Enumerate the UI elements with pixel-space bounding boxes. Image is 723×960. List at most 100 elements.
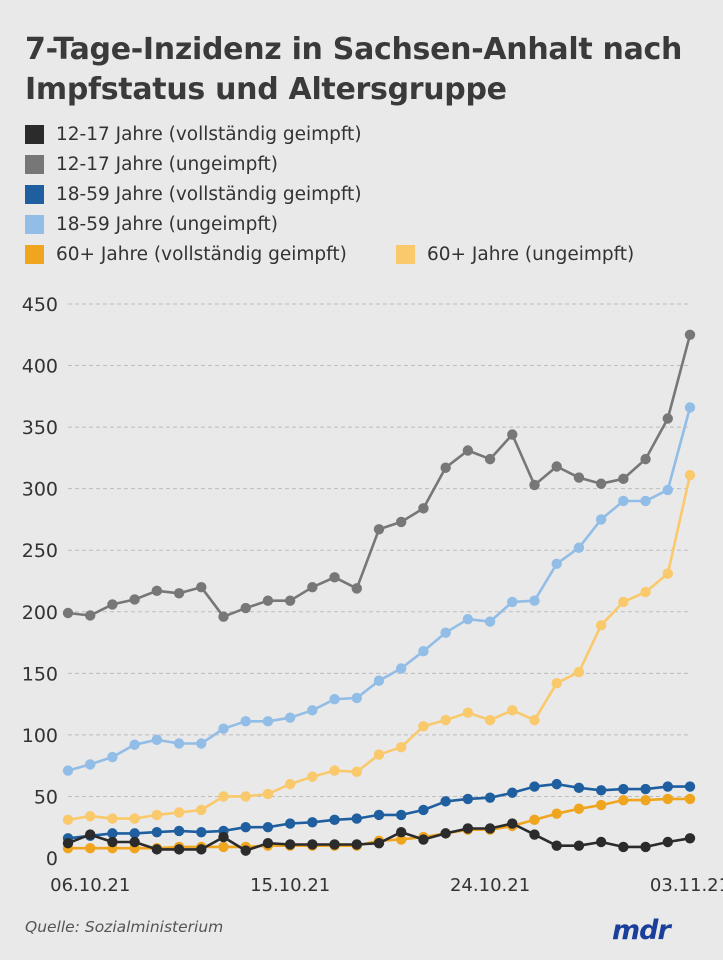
data-point: [329, 765, 340, 776]
data-point: [440, 714, 451, 726]
data-point: [129, 813, 140, 824]
legend-item: 12-17 Jahre (vollständig geimpft): [25, 124, 362, 145]
x-tick-label: 03.11.21: [650, 875, 723, 896]
data-point: [484, 823, 496, 834]
data-point: [284, 778, 296, 790]
data-point: [262, 822, 274, 833]
data-point: [551, 808, 562, 819]
data-point: [595, 478, 607, 489]
data-point: [351, 692, 362, 704]
data-point: [529, 479, 540, 491]
data-point: [595, 785, 607, 796]
data-point: [196, 581, 207, 593]
data-point: [662, 484, 673, 496]
data-point: [218, 611, 229, 622]
data-point: [129, 836, 140, 848]
data-point: [351, 813, 362, 824]
data-point: [218, 723, 229, 734]
data-point: [240, 791, 251, 802]
data-point: [573, 666, 585, 678]
data-point: [62, 765, 74, 776]
data-point: [418, 503, 429, 514]
data-point: [662, 793, 673, 805]
data-point: [484, 792, 496, 803]
data-point: [218, 831, 229, 843]
data-point: [307, 817, 318, 828]
data-point: [640, 495, 651, 507]
data-point: [618, 794, 629, 806]
data-point: [62, 607, 74, 619]
data-point: [618, 841, 629, 853]
series-3: [62, 402, 696, 776]
data-point: [484, 714, 496, 726]
data-point: [684, 781, 696, 792]
data-point: [529, 595, 540, 606]
data-point: [173, 844, 185, 855]
data-point: [595, 836, 607, 848]
data-point: [640, 841, 651, 853]
data-point: [329, 839, 340, 850]
data-point: [196, 844, 207, 855]
y-tick-label: 150: [22, 663, 58, 685]
data-point: [618, 596, 629, 608]
data-point: [618, 783, 629, 795]
data-point: [462, 445, 474, 456]
data-point: [351, 839, 362, 850]
data-point: [240, 602, 251, 614]
data-point: [684, 793, 696, 805]
legend-label: 12-17 Jahre (vollständig geimpft): [56, 124, 362, 145]
data-point: [107, 836, 118, 848]
data-point: [151, 844, 163, 855]
data-point: [240, 716, 251, 727]
data-point: [129, 739, 140, 750]
legend-swatch: [396, 245, 415, 264]
gridlines: [68, 303, 690, 797]
data-point: [418, 834, 429, 845]
data-point: [107, 813, 118, 824]
data-point: [507, 705, 518, 716]
data-point: [85, 810, 96, 822]
data-point: [662, 836, 673, 848]
legend-item: 60+ Jahre (vollständig geimpft): [25, 244, 347, 265]
data-point: [684, 469, 696, 481]
data-point: [662, 568, 673, 579]
data-point: [307, 581, 318, 593]
data-point: [151, 734, 163, 746]
legend-label: 12-17 Jahre (ungeimpft): [56, 154, 278, 175]
data-point: [173, 807, 185, 818]
data-point: [373, 524, 385, 535]
y-tick-label: 250: [22, 540, 58, 562]
data-point: [196, 804, 207, 816]
data-point: [284, 595, 296, 606]
data-point: [640, 453, 651, 465]
data-point: [329, 693, 340, 705]
data-point: [262, 838, 274, 849]
data-point: [507, 787, 518, 798]
series-line: [66, 333, 692, 619]
data-point: [396, 826, 407, 838]
data-point: [218, 791, 229, 802]
data-point: [484, 616, 496, 627]
data-point: [462, 613, 474, 625]
data-point: [284, 818, 296, 829]
data-point: [440, 828, 451, 839]
data-point: [618, 473, 629, 485]
data-point: [129, 828, 140, 839]
data-point: [329, 572, 340, 583]
legend-swatch: [25, 155, 44, 174]
legend-label: 18-59 Jahre (vollständig geimpft): [56, 184, 362, 205]
y-axis: 0 50 100 150 200 250 300 350 400 450: [22, 294, 58, 870]
data-point: [396, 516, 407, 528]
data-point: [373, 838, 385, 849]
data-point: [595, 799, 607, 811]
chart-title: 7-Tage-Inzidenz in Sachsen-Anhalt nach I…: [25, 32, 683, 107]
data-point: [351, 583, 362, 594]
data-point: [684, 329, 696, 340]
legend-item: 60+ Jahre (ungeimpft): [396, 244, 634, 265]
data-point: [262, 788, 274, 800]
data-point: [618, 495, 629, 507]
line-chart: 0 50 100 150 200 250 300 350 400 450 06.10.21 15.10…: [22, 294, 723, 896]
data-point: [129, 594, 140, 605]
data-point: [440, 627, 451, 638]
data-point: [551, 558, 562, 569]
